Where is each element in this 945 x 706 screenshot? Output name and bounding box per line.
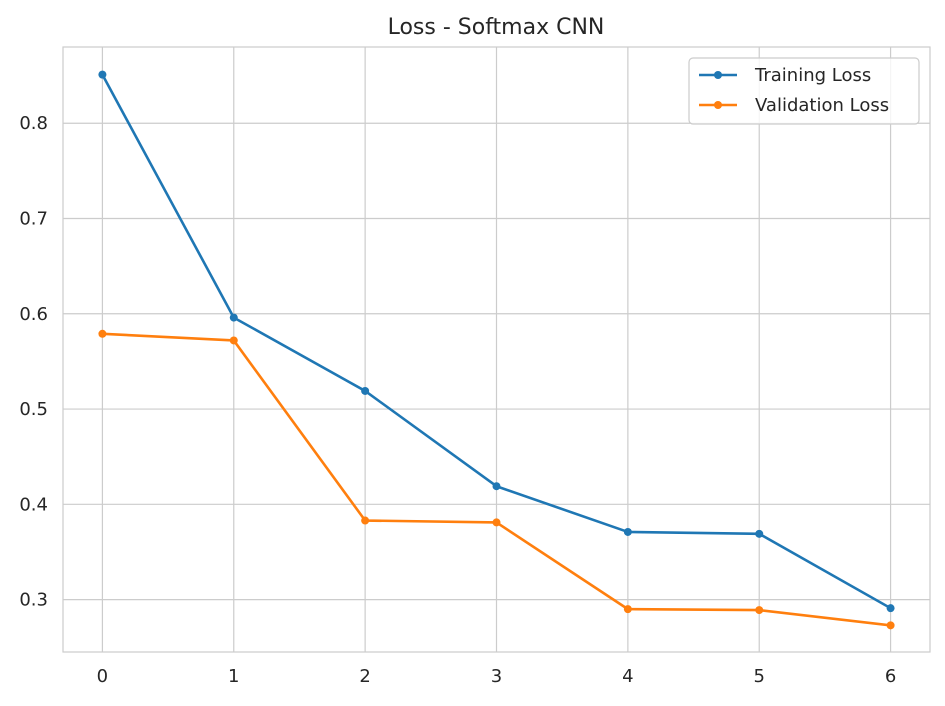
y-tick-label: 0.3	[19, 590, 48, 611]
plot-frame	[62, 46, 931, 653]
legend: Training Loss Validation Loss	[688, 57, 920, 125]
validation-loss-point	[623, 605, 632, 614]
validation-loss-point	[886, 621, 895, 630]
y-tick-label: 0.8	[19, 113, 48, 134]
series-layer	[98, 70, 895, 630]
x-tick-label: 1	[228, 666, 239, 687]
validation-loss-point	[492, 518, 501, 527]
training-loss-legend-label: Training Loss	[754, 65, 871, 86]
training-loss-point	[492, 482, 501, 491]
y-tick-label: 0.6	[19, 304, 48, 325]
training-loss-point	[623, 527, 632, 536]
x-tick-label: 4	[622, 666, 633, 687]
training-loss-point	[98, 70, 107, 79]
legend-box	[688, 57, 920, 125]
training-loss-point	[361, 386, 370, 395]
y-tick-label: 0.5	[19, 399, 48, 420]
x-tick-label: 0	[97, 666, 108, 687]
validation-loss-legend-label: Validation Loss	[755, 95, 889, 116]
training-loss-point	[229, 313, 238, 322]
grid-lines	[63, 47, 930, 652]
training-loss-point	[886, 604, 895, 613]
validation-loss-point	[98, 329, 107, 338]
validation-loss-legend-marker	[714, 101, 722, 109]
x-tick-label: 2	[359, 666, 370, 687]
x-tick-label: 3	[491, 666, 502, 687]
x-tick-label: 6	[885, 666, 896, 687]
chart-title: Loss - Softmax CNN	[388, 15, 605, 40]
x-axis: 0 1 2 3 4 5 6	[97, 666, 897, 687]
x-tick-label: 5	[754, 666, 765, 687]
training-loss-legend-marker	[714, 71, 722, 79]
validation-loss-point	[361, 516, 370, 525]
y-tick-label: 0.4	[19, 494, 48, 515]
y-axis: 0.3 0.4 0.5 0.6 0.7 0.8	[19, 113, 48, 610]
validation-loss-point	[755, 606, 764, 615]
validation-loss-point	[229, 336, 238, 345]
y-tick-label: 0.7	[19, 208, 48, 229]
training-loss-point	[755, 529, 764, 538]
